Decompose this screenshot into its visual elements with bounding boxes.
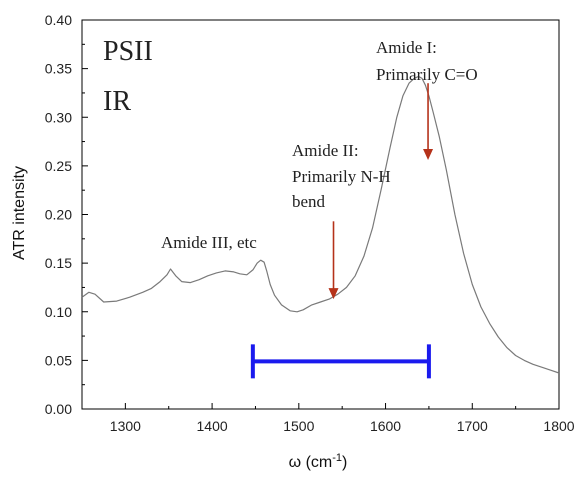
annotation-amide-i-line1: Amide I: — [376, 38, 437, 57]
x-tick-label: 1400 — [197, 418, 228, 434]
x-tick-label: 1700 — [457, 418, 488, 434]
x-tick-label: 1600 — [370, 418, 401, 434]
y-tick-label: 0.10 — [45, 304, 72, 320]
y-tick-label: 0.00 — [45, 401, 72, 417]
y-tick-label: 0.30 — [45, 109, 72, 125]
plot-area-frame — [81, 19, 560, 410]
annotation-amide-ii-line2: Primarily N-H — [292, 167, 391, 186]
annotation-arrow-head — [423, 149, 434, 161]
y-tick-label: 0.20 — [45, 207, 72, 223]
annotation-amide-ii-line1: Amide II: — [292, 141, 359, 160]
y-tick-label: 0.15 — [45, 255, 72, 271]
annotation-amide-iii: Amide III, etc — [161, 233, 257, 252]
y-tick-label: 0.25 — [45, 158, 72, 174]
y-tick-label: 0.40 — [45, 12, 72, 28]
x-tick-label: 1800 — [543, 418, 574, 434]
x-axis-title: ω (cm-1) — [289, 452, 348, 471]
annotation-amide-i-line2: Primarily C=O — [376, 65, 478, 84]
annotation-psii: PSII — [103, 36, 153, 67]
y-axis-title: ATR intensity — [11, 166, 28, 260]
x-tick-label: 1500 — [283, 418, 314, 434]
annotation-amide-ii-line3: bend — [292, 192, 326, 211]
annotation-arrow-head — [328, 288, 339, 300]
y-tick-label: 0.35 — [45, 61, 72, 77]
annotation-ir: IR — [103, 86, 131, 117]
spectrum-series-line — [81, 75, 560, 374]
y-tick-label: 0.05 — [45, 352, 72, 368]
x-tick-label: 1300 — [110, 418, 141, 434]
